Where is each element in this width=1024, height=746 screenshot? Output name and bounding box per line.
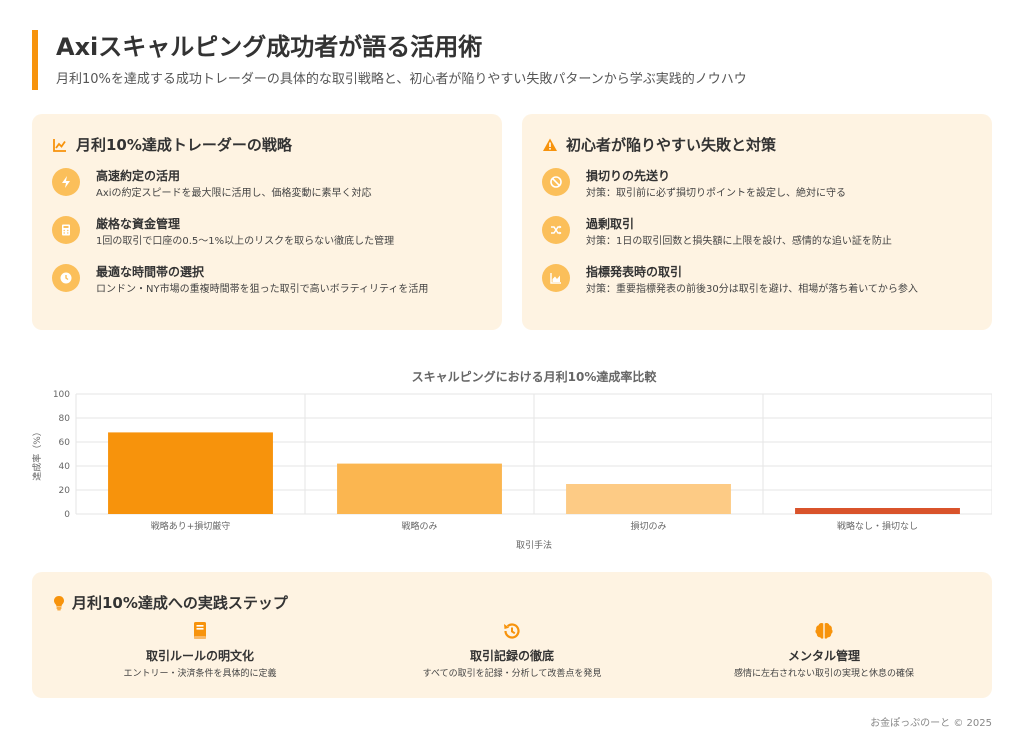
history-icon (504, 623, 520, 639)
strategy-item-title: 厳格な資金管理 (96, 217, 181, 231)
chart-title: スキャルピングにおける月利10%達成率比較 (412, 369, 658, 384)
page-title: Axiスキャルピング成功者が語る活用術 (56, 33, 483, 61)
failure-item: 損切りの先送り 対策：取引前に必ず損切りポイントを設定し、絶対に守る (542, 168, 846, 201)
strategy-card-title-text: 月利10%達成トレーダーの戦略 (76, 136, 292, 154)
strategy-item-desc: Axiの約定スピードを最大限に活用し、価格変動に素早く対応 (96, 188, 372, 199)
step-desc: エントリー・決済条件を具体的に定義 (123, 669, 277, 679)
step-desc: すべての取引を記録・分析して改善点を発見 (422, 669, 602, 679)
strategy-card-title: 月利10%達成トレーダーの戦略 (52, 134, 292, 155)
bolt-icon (52, 168, 80, 196)
strategy-item-title: 最適な時間帯の選択 (96, 265, 205, 279)
footer-credit: お金ぽっぷのーと © 2025 (870, 718, 992, 729)
page-subtitle: 月利10%を達成する成功トレーダーの具体的な取引戦略と、初心者が陥りやすい失敗パ… (56, 72, 747, 87)
step-item: メンタル管理 感情に左右されない取引の実現と休息の確保 (674, 620, 974, 680)
strategy-item: 厳格な資金管理 1回の取引で口座の0.5〜1%以上のリスクを取らない徹底した管理 (52, 216, 394, 249)
shuffle-icon (542, 216, 570, 244)
bar (108, 432, 273, 514)
steps-card-title-text: 月利10%達成への実践ステップ (72, 594, 288, 612)
strategy-item-desc: 1回の取引で口座の0.5〜1%以上のリスクを取らない徹底した管理 (96, 236, 395, 247)
x-tick-label: 損切のみ (630, 520, 666, 532)
bar (337, 463, 502, 514)
step-title: 取引記録の徹底 (469, 649, 554, 663)
failure-item-title: 指標発表時の取引 (586, 265, 683, 279)
failure-item: 指標発表時の取引 対策：重要指標発表の前後30分は取引を避け、相場が落ち着いてか… (542, 264, 918, 297)
y-tick-label: 0 (64, 510, 70, 520)
chart-area-icon (542, 264, 570, 292)
y-tick-label: 40 (59, 462, 71, 472)
failure-item-desc: 対策：1日の取引回数と損失額に上限を設け、感情的な追い証を防止 (586, 236, 892, 247)
lightbulb-icon (54, 595, 64, 610)
ban-icon (542, 168, 570, 196)
strategy-card: 月利10%達成トレーダーの戦略 高速約定の活用 Axiの約定スピードを最大限に活… (32, 114, 502, 330)
step-title: 取引ルールの明文化 (145, 649, 254, 663)
steps-card-title: 月利10%達成への実践ステップ (52, 592, 288, 613)
y-tick-label: 60 (59, 438, 71, 448)
step-item: 取引ルールの明文化 エントリー・決済条件を具体的に定義 (50, 620, 350, 680)
failure-item-desc: 対策：重要指標発表の前後30分は取引を避け、相場が落ち着いてから参入 (586, 284, 918, 295)
failures-card: 初心者が陥りやすい失敗と対策 損切りの先送り 対策：取引前に必ず損切りポイントを… (522, 114, 992, 330)
failure-item: 過剰取引 対策：1日の取引回数と損失額に上限を設け、感情的な追い証を防止 (542, 216, 892, 249)
x-tick-label: 戦略あり+損切厳守 (151, 520, 231, 532)
failures-card-title: 初心者が陥りやすい失敗と対策 (542, 134, 776, 155)
page-header: Axiスキャルピング成功者が語る活用術 月利10%を達成する成功トレーダーの具体… (32, 30, 992, 90)
strategy-item-title: 高速約定の活用 (96, 169, 181, 183)
strategy-item-desc: ロンドン・NY市場の重複時間帯を狙った取引で高いボラティリティを活用 (96, 284, 429, 295)
step-desc: 感情に左右されない取引の実現と休息の確保 (733, 669, 914, 679)
bar-chart-svg: スキャルピングにおける月利10%達成率比較 0 20 40 60 80 100 戦略あり+損切… (31, 369, 993, 551)
failure-item-title: 損切りの先送り (586, 169, 671, 183)
book-icon (194, 622, 206, 639)
y-axis-label: 達成率（%） (32, 427, 43, 481)
strategy-item: 高速約定の活用 Axiの約定スピードを最大限に活用し、価格変動に素早く対応 (52, 168, 372, 201)
step-title: メンタル管理 (787, 649, 860, 663)
x-tick-label: 戦略なし・損切なし (837, 520, 918, 532)
warning-icon (543, 138, 557, 151)
x-tick-label: 戦略のみ (401, 520, 437, 532)
failure-item-title: 過剰取引 (586, 217, 635, 231)
failures-card-title-text: 初心者が陥りやすい失敗と対策 (566, 136, 777, 154)
y-tick-label: 20 (59, 486, 71, 496)
brain-icon (815, 623, 833, 639)
y-tick-label: 100 (53, 390, 70, 400)
bar (566, 484, 731, 514)
steps-card: 月利10%達成への実践ステップ 取引ルールの明文化 エントリー・決済条件を具体的… (32, 572, 992, 698)
x-axis-label: 取引手法 (516, 539, 552, 551)
bar (795, 508, 960, 514)
chart-line-icon (53, 138, 66, 152)
clock-icon (52, 264, 80, 292)
y-tick-label: 80 (59, 414, 71, 424)
bar-chart: スキャルピングにおける月利10%達成率比較 0 20 40 60 80 100 戦略あり+損切… (31, 362, 993, 562)
strategy-item: 最適な時間帯の選択 ロンドン・NY市場の重複時間帯を狙った取引で高いボラティリテ… (52, 264, 428, 297)
calculator-icon (52, 216, 80, 244)
step-item: 取引記録の徹底 すべての取引を記録・分析して改善点を発見 (362, 620, 662, 680)
failure-item-desc: 対策：取引前に必ず損切りポイントを設定し、絶対に守る (586, 188, 846, 199)
